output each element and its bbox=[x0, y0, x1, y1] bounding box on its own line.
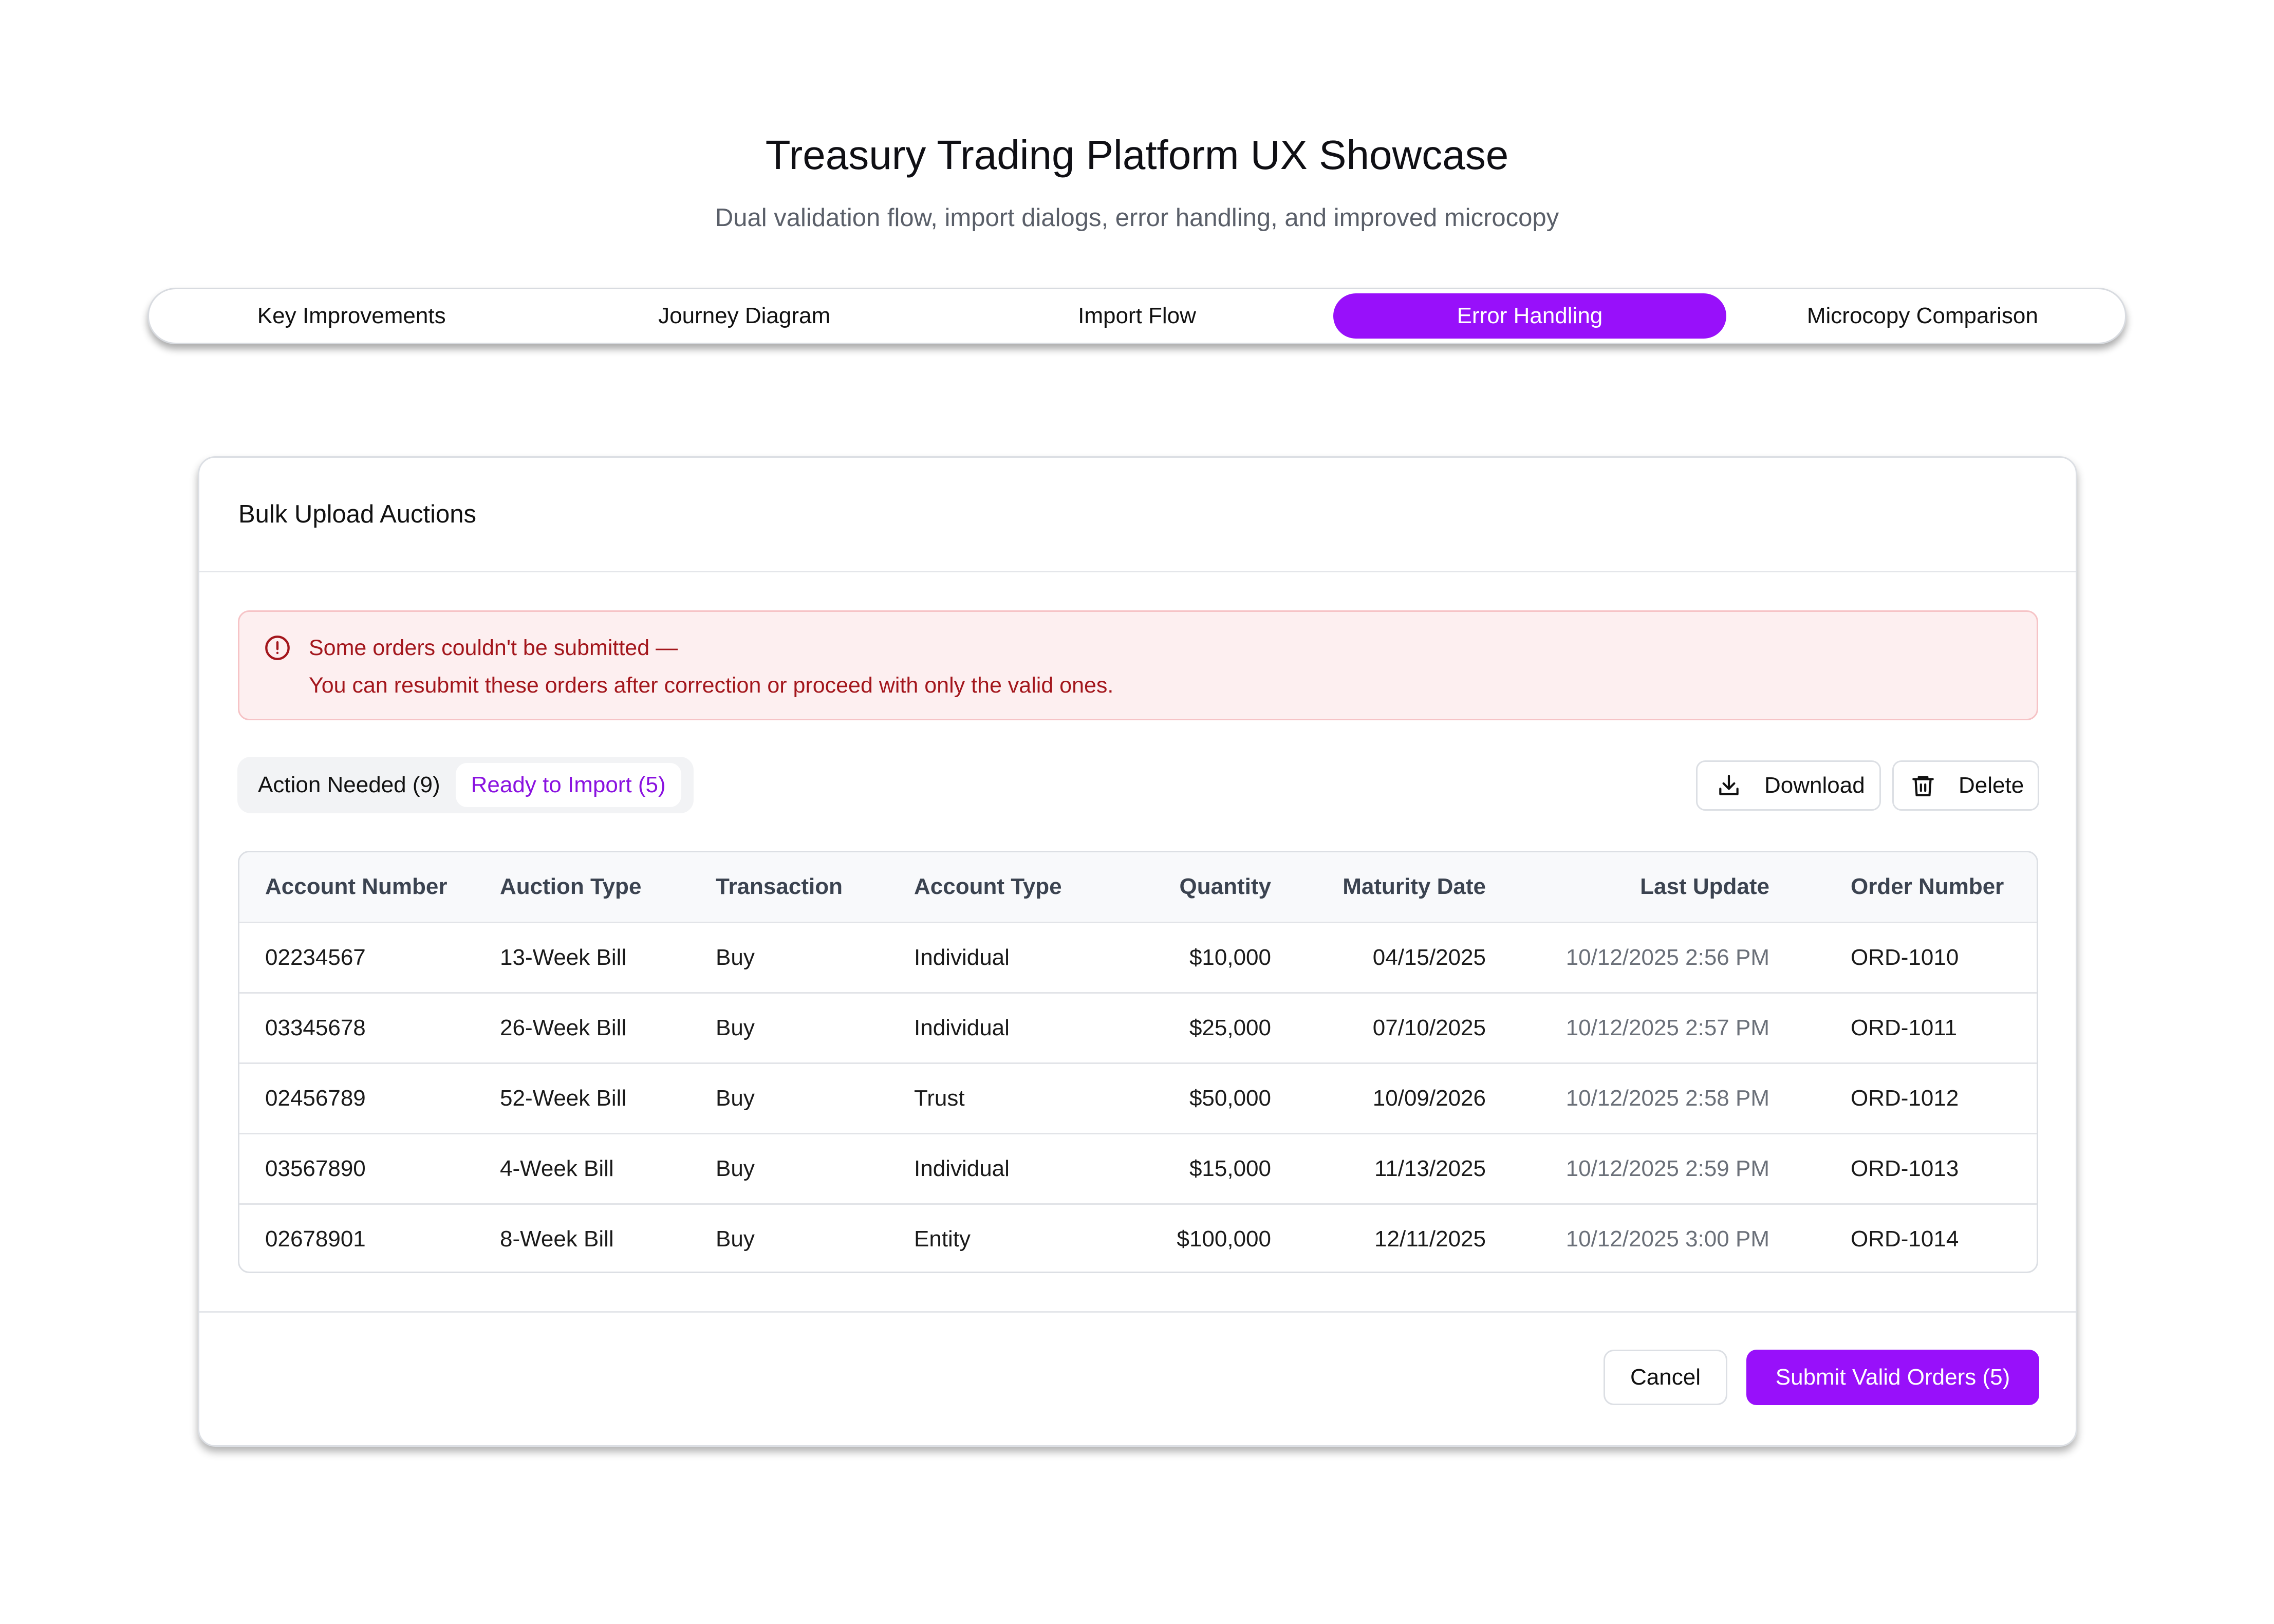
orders-table: Account Number Auction Type Transaction … bbox=[238, 851, 2038, 1273]
dialog-title: Bulk Upload Auctions bbox=[199, 458, 2076, 572]
column-header: Maturity Date bbox=[1271, 852, 1486, 923]
table-cell: 10/12/2025 2:57 PM bbox=[1486, 993, 1769, 1064]
table-row[interactable]: 03345678 26-Week Bill Buy Individual $25… bbox=[239, 993, 2037, 1064]
table-cell: Individual bbox=[914, 1133, 1109, 1205]
column-header: Quantity bbox=[1109, 852, 1271, 923]
table-cell: $50,000 bbox=[1109, 1063, 1271, 1134]
table-row[interactable]: 03567890 4-Week Bill Buy Individual $15,… bbox=[239, 1133, 2037, 1205]
table-cell: 02456789 bbox=[239, 1063, 500, 1134]
page-title: Treasury Trading Platform UX Showcase bbox=[765, 132, 1509, 178]
table-cell: 10/12/2025 3:00 PM bbox=[1565, 1226, 1769, 1252]
page-subtitle: Dual validation flow, import dialogs, er… bbox=[715, 204, 1559, 232]
status-filter: Action Needed (9) Ready to Import (5) bbox=[237, 757, 694, 813]
table-cell: $100,000 bbox=[1177, 1226, 1271, 1252]
submit-valid-orders-button[interactable]: Submit Valid Orders (5) bbox=[1746, 1350, 2039, 1405]
table-cell: $10,000 bbox=[1109, 922, 1271, 994]
table-cell: 04/15/2025 bbox=[1271, 922, 1486, 994]
table-cell: 4-Week Bill bbox=[500, 1133, 716, 1205]
column-header: Account Type bbox=[914, 852, 1109, 923]
table-cell: ORD-1013 bbox=[1769, 1133, 2037, 1205]
alert-message-detail: You can resubmit these orders after corr… bbox=[309, 673, 1114, 698]
table-cell: $15,000 bbox=[1109, 1133, 1271, 1205]
bulk-upload-dialog: Bulk Upload Auctions Some orders couldn'… bbox=[198, 456, 2077, 1447]
table-cell: Trust bbox=[914, 1063, 1109, 1134]
column-header: Last Update bbox=[1486, 852, 1769, 923]
alert-circle-icon bbox=[265, 636, 290, 660]
table-header-row: Account Number Auction Type Transaction … bbox=[239, 852, 2037, 923]
table-cell: Buy bbox=[716, 1133, 914, 1205]
table-cell: 03345678 bbox=[239, 993, 500, 1064]
table-cell: ORD-1012 bbox=[1769, 1063, 2037, 1134]
cancel-button[interactable]: Cancel bbox=[1604, 1350, 1727, 1405]
column-header: Transaction bbox=[716, 852, 914, 923]
table-cell: 10/12/2025 2:59 PM bbox=[1486, 1133, 1769, 1205]
table-cell: Individual bbox=[914, 993, 1109, 1064]
table-cell: 8-Week Bill bbox=[500, 1226, 614, 1252]
table-row[interactable]: 02234567 13-Week Bill Buy Individual $10… bbox=[239, 922, 2037, 994]
column-header: Order Number bbox=[1769, 852, 2037, 923]
download-button[interactable]: Download bbox=[1696, 760, 1881, 811]
tab-bar: Key Improvements Journey Diagram Import … bbox=[147, 288, 2127, 344]
delete-button[interactable]: Delete bbox=[1892, 760, 2039, 811]
table-cell: 03567890 bbox=[239, 1133, 500, 1205]
tab-error-handling[interactable]: Error Handling bbox=[1333, 293, 1726, 339]
tab-import-flow[interactable]: Import Flow bbox=[1078, 303, 1196, 328]
table-cell: Individual bbox=[914, 922, 1109, 994]
column-header: Account Number bbox=[239, 852, 500, 923]
trash-icon bbox=[1912, 776, 1934, 796]
table-cell: ORD-1014 bbox=[1851, 1226, 1959, 1252]
table-row[interactable]: 02678901 8-Week Bill Buy Entity $100,000… bbox=[239, 1204, 2037, 1272]
table-cell: Buy bbox=[716, 1063, 914, 1134]
table-cell: ORD-1011 bbox=[1769, 993, 2037, 1064]
column-header: Auction Type bbox=[500, 852, 716, 923]
table-cell: 13-Week Bill bbox=[500, 922, 716, 994]
table-row[interactable]: 02456789 52-Week Bill Buy Trust $50,000 … bbox=[239, 1063, 2037, 1134]
table-cell: Buy bbox=[716, 922, 914, 994]
table-cell: 26-Week Bill bbox=[500, 993, 716, 1064]
delete-label: Delete bbox=[1959, 773, 2024, 798]
table-cell: 10/12/2025 2:58 PM bbox=[1486, 1063, 1769, 1134]
tab-microcopy-comparison[interactable]: Microcopy Comparison bbox=[1806, 303, 2038, 328]
footer-divider bbox=[199, 1311, 2076, 1313]
table-cell: 02234567 bbox=[239, 922, 500, 994]
table-cell: 10/09/2026 bbox=[1271, 1063, 1486, 1134]
alert-message-title: Some orders couldn't be submitted — bbox=[309, 636, 678, 660]
table-cell: 52-Week Bill bbox=[500, 1063, 716, 1134]
table-cell: $25,000 bbox=[1109, 993, 1271, 1064]
table-cell: Buy bbox=[716, 1226, 755, 1252]
download-label: Download bbox=[1764, 773, 1865, 798]
download-icon bbox=[1719, 775, 1739, 795]
table-cell: 07/10/2025 bbox=[1271, 993, 1486, 1064]
tab-journey-diagram[interactable]: Journey Diagram bbox=[658, 303, 831, 328]
filter-action-needed[interactable]: Action Needed (9) bbox=[258, 772, 440, 797]
table-cell: 10/12/2025 2:56 PM bbox=[1486, 922, 1769, 994]
table-cell: Entity bbox=[914, 1226, 971, 1252]
table-cell: 12/11/2025 bbox=[1374, 1226, 1486, 1252]
error-alert: Some orders couldn't be submitted — You … bbox=[238, 610, 2038, 720]
table-cell: 11/13/2025 bbox=[1271, 1133, 1486, 1205]
table-cell: Buy bbox=[716, 993, 914, 1064]
table-cell: 02678901 bbox=[265, 1226, 366, 1252]
table-cell: ORD-1010 bbox=[1769, 922, 2037, 994]
tab-key-improvements[interactable]: Key Improvements bbox=[257, 303, 446, 328]
filter-ready-to-import[interactable]: Ready to Import (5) bbox=[455, 763, 681, 807]
